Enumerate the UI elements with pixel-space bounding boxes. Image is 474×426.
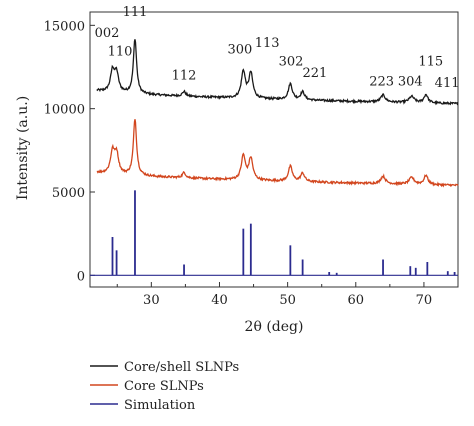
- legend-label: Core SLNPs: [124, 379, 204, 394]
- plot-frame: [89, 11, 459, 288]
- peak-label: 002: [95, 26, 120, 41]
- peak-label: 115: [418, 54, 443, 69]
- y-axis-title: Intensity (a.u.): [15, 96, 31, 200]
- legend-label: Simulation: [124, 398, 196, 413]
- x-tick-label: 40: [211, 293, 228, 308]
- peak-label: 304: [398, 74, 423, 89]
- peak-label: 111: [123, 5, 148, 20]
- series-line-1: [96, 119, 459, 188]
- axes-layer: 30 40 50 60 70 0 5000 10000 15000: [44, 11, 459, 308]
- x-tick-label: 70: [416, 293, 433, 308]
- x-axis-title: 2θ (deg): [245, 319, 304, 335]
- series-line-0: [96, 39, 459, 106]
- x-tick-label: 60: [348, 293, 365, 308]
- x-tick-label: 50: [279, 293, 296, 308]
- peak-label: 113: [255, 36, 280, 51]
- legend-label: Core/shell SLNPs: [124, 360, 239, 375]
- x-tick-label: 30: [143, 293, 160, 308]
- y-tick-label: 0: [77, 269, 85, 284]
- peak-label: 112: [172, 69, 197, 84]
- peak-label: 300: [228, 43, 253, 58]
- y-tick-label: 5000: [52, 186, 85, 201]
- peak-label: 302: [279, 54, 304, 69]
- y-tick-label: 10000: [44, 103, 85, 118]
- y-tick-label: 15000: [44, 19, 85, 34]
- peak-label: 411: [435, 76, 460, 91]
- legend: Core/shell SLNPs Core SLNPs Simulation: [90, 360, 239, 413]
- peak-label: 223: [369, 74, 394, 89]
- series-layer: [90, 39, 459, 276]
- peak-label: 221: [302, 66, 327, 81]
- peak-label: 110: [108, 44, 133, 59]
